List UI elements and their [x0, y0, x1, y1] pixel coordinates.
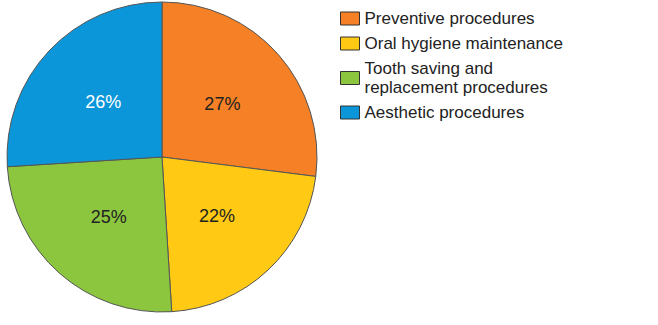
svg-text:Preventive procedures: Preventive procedures — [365, 9, 535, 28]
svg-text:Oral hygiene maintenance: Oral hygiene maintenance — [365, 34, 563, 53]
svg-text:replacement procedures: replacement procedures — [365, 78, 548, 97]
svg-text:26%: 26% — [85, 92, 121, 112]
svg-text:22%: 22% — [199, 206, 235, 226]
svg-text:25%: 25% — [91, 207, 127, 227]
svg-text:Tooth saving and: Tooth saving and — [365, 59, 494, 78]
svg-text:27%: 27% — [204, 94, 240, 114]
svg-text:Aesthetic procedures: Aesthetic procedures — [365, 103, 525, 122]
